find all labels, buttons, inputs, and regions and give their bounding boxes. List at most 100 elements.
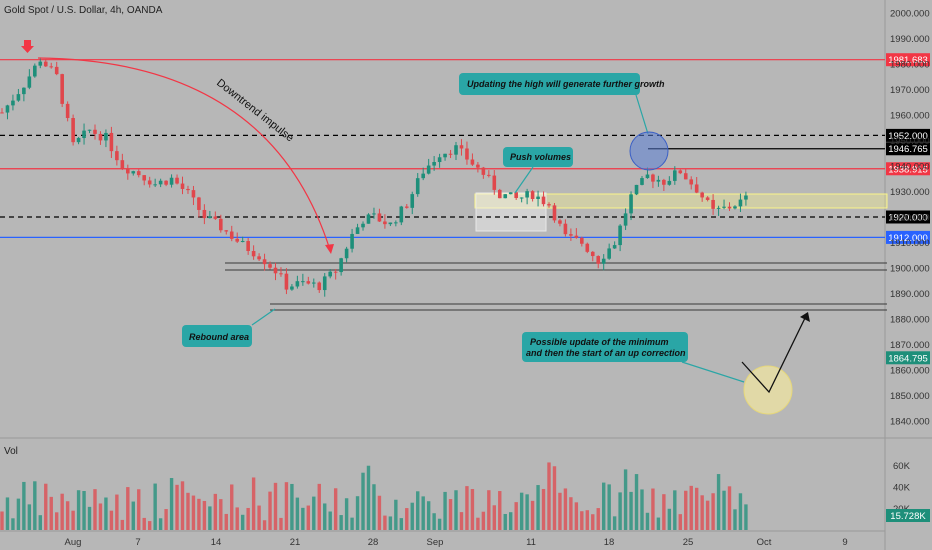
price-axis[interactable]: 2000.000 1990.000 1980.000 1970.000 1960.000… (890, 9, 930, 428)
volume-bar (563, 488, 568, 530)
volume-bar (738, 493, 743, 530)
time-tick-label: Oct (757, 537, 772, 548)
candle-body (268, 264, 272, 268)
volume-bar (580, 511, 584, 530)
candle-body (569, 234, 573, 236)
candle-body (705, 197, 710, 200)
callout-updating-high-pointer (635, 94, 649, 135)
candle-body (377, 213, 382, 222)
candle-body (574, 235, 579, 238)
volume-bar (230, 484, 234, 530)
candle-body (645, 174, 650, 179)
volume-bar (689, 485, 693, 530)
price-tick-label: 1900.000 (890, 264, 930, 275)
candle-body (333, 271, 338, 273)
volume-bar (667, 508, 672, 530)
candle-body (629, 194, 633, 214)
volume-last-value: 15.728K (890, 511, 926, 522)
callout-possible-update (522, 332, 688, 362)
volume-bar (498, 491, 502, 530)
candle-body (530, 191, 535, 200)
volume-bar (377, 495, 382, 530)
volume-bar (645, 512, 650, 530)
volume-bar (459, 512, 464, 530)
candle-body (361, 223, 365, 228)
volume-bar (596, 508, 600, 530)
candle-body (49, 66, 54, 68)
candle-body (656, 179, 661, 182)
candle-body (497, 189, 502, 199)
price-tick-label: 1890.000 (890, 289, 930, 300)
candle-body (448, 153, 453, 155)
candle-body (640, 178, 644, 185)
candle-body (350, 233, 354, 249)
candle-body (415, 178, 420, 195)
volume-bar (673, 490, 677, 530)
volume-bar (634, 474, 639, 530)
candle-body (197, 197, 201, 210)
volume-bar (186, 492, 190, 530)
volume-bar (509, 512, 513, 530)
candle-body (667, 180, 672, 185)
price-tick-label: 1860.000 (890, 366, 930, 377)
price-tag-label: 1952.000 (888, 131, 928, 142)
price-tag (886, 142, 930, 156)
time-tick-label: 25 (683, 537, 694, 548)
volume-bar (268, 491, 272, 530)
candle-body (355, 227, 360, 234)
volume-bar (295, 497, 300, 530)
volume-bar (333, 488, 338, 530)
volume-bar (312, 496, 316, 530)
candle-body (612, 245, 617, 249)
candle-body (142, 175, 147, 181)
volume-bar (350, 517, 354, 530)
volume-bar (372, 484, 376, 530)
volume-label: Vol (4, 446, 18, 457)
volume-bar (694, 487, 699, 530)
candle-body (229, 231, 234, 239)
price-tag-label: 1920.000 (888, 213, 928, 224)
volume-bar (306, 505, 311, 530)
volume-bar (44, 483, 48, 530)
volume-bar (465, 486, 469, 530)
candle-body (503, 194, 508, 199)
candle-body (607, 248, 611, 259)
volume-bar (246, 507, 250, 530)
candle-body (465, 148, 469, 160)
price-tag (886, 53, 930, 67)
volume-bar (602, 482, 606, 530)
candle-body (590, 251, 595, 257)
volume-bar (323, 503, 327, 530)
volume-bar (432, 513, 436, 530)
time-tick-label: Sep (427, 537, 444, 548)
candle-body (716, 207, 721, 209)
candle-body (470, 159, 475, 165)
price-tag (886, 210, 930, 224)
volume-bar (224, 513, 228, 530)
volume-bar (514, 502, 518, 530)
candle-body (317, 282, 322, 291)
volume-bar (169, 478, 174, 530)
volume-last-tag (886, 509, 930, 522)
candle-body (383, 221, 387, 225)
yellow-zone (474, 193, 888, 209)
volume-bar (388, 516, 393, 530)
volume-bar (104, 497, 108, 530)
candle-body (508, 192, 513, 195)
candle-body (339, 258, 343, 273)
volume-bar (27, 504, 32, 530)
volume-bar (339, 515, 343, 530)
candle-body (426, 165, 431, 174)
candle-body (246, 241, 250, 251)
price-tick-label: 1940.000 (890, 162, 930, 173)
volume-bar (109, 510, 114, 530)
volume-bar (552, 466, 557, 530)
candle-body (169, 177, 174, 185)
time-axis[interactable]: Aug 7 14 21 28 Sep 11 18 25 Oct 9 (65, 537, 848, 548)
candle-body (372, 213, 376, 215)
volume-bar (591, 514, 595, 530)
candle-body (580, 237, 584, 244)
price-tick-label: 1870.000 (890, 340, 930, 351)
candle-body (443, 153, 447, 158)
